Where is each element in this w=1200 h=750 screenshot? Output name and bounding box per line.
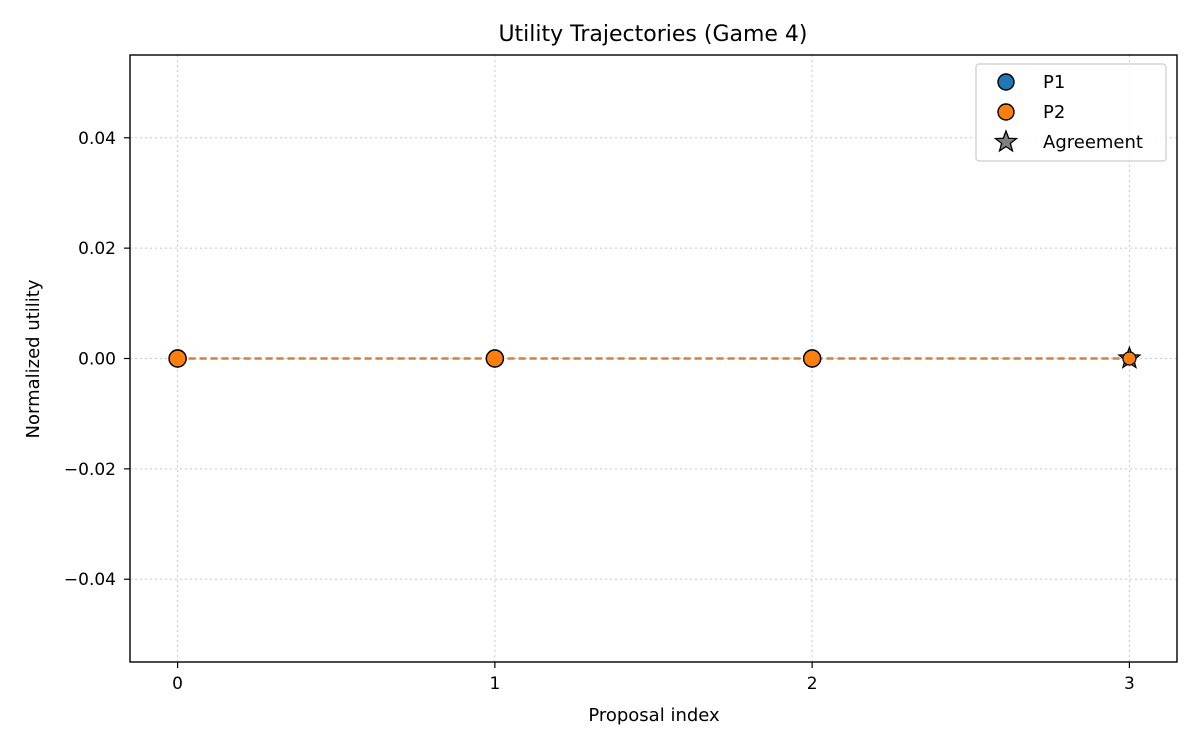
data-point-p2	[1122, 351, 1137, 366]
x-tick-label: 1	[489, 674, 500, 694]
tick-layer: 0 1 2 3 0.04 0.02 0.00 −0.02 −0.04	[64, 129, 1135, 694]
data-point-p2	[802, 349, 822, 368]
y-tick-label: 0.04	[78, 129, 116, 149]
x-axis-label: Proposal index	[588, 705, 720, 726]
legend-label: Agreement	[1043, 132, 1143, 153]
y-tick-label: −0.02	[64, 460, 116, 480]
y-tick-label: 0.02	[78, 239, 116, 259]
x-tick-label: 0	[172, 674, 183, 694]
x-tick-label: 3	[1124, 674, 1135, 694]
legend: P1 P2 Agreement	[975, 63, 1167, 162]
legend-marker-circle-icon	[997, 73, 1015, 91]
legend-label: P2	[1043, 102, 1065, 123]
data-point-p2	[485, 349, 505, 368]
y-axis-label: Normalized utility	[23, 279, 44, 438]
legend-label: P1	[1043, 72, 1065, 93]
x-tick-label: 2	[807, 674, 818, 694]
y-tick-label: −0.04	[64, 570, 116, 590]
legend-frame	[975, 63, 1167, 162]
legend-marker-star-icon	[993, 129, 1019, 153]
y-tick-label: 0.00	[78, 350, 116, 370]
data-point-p2	[168, 349, 187, 368]
chart-title: Utility Trajectories (Game 4)	[498, 22, 807, 47]
series-layer	[168, 345, 1142, 369]
legend-marker-circle-icon	[997, 103, 1015, 121]
